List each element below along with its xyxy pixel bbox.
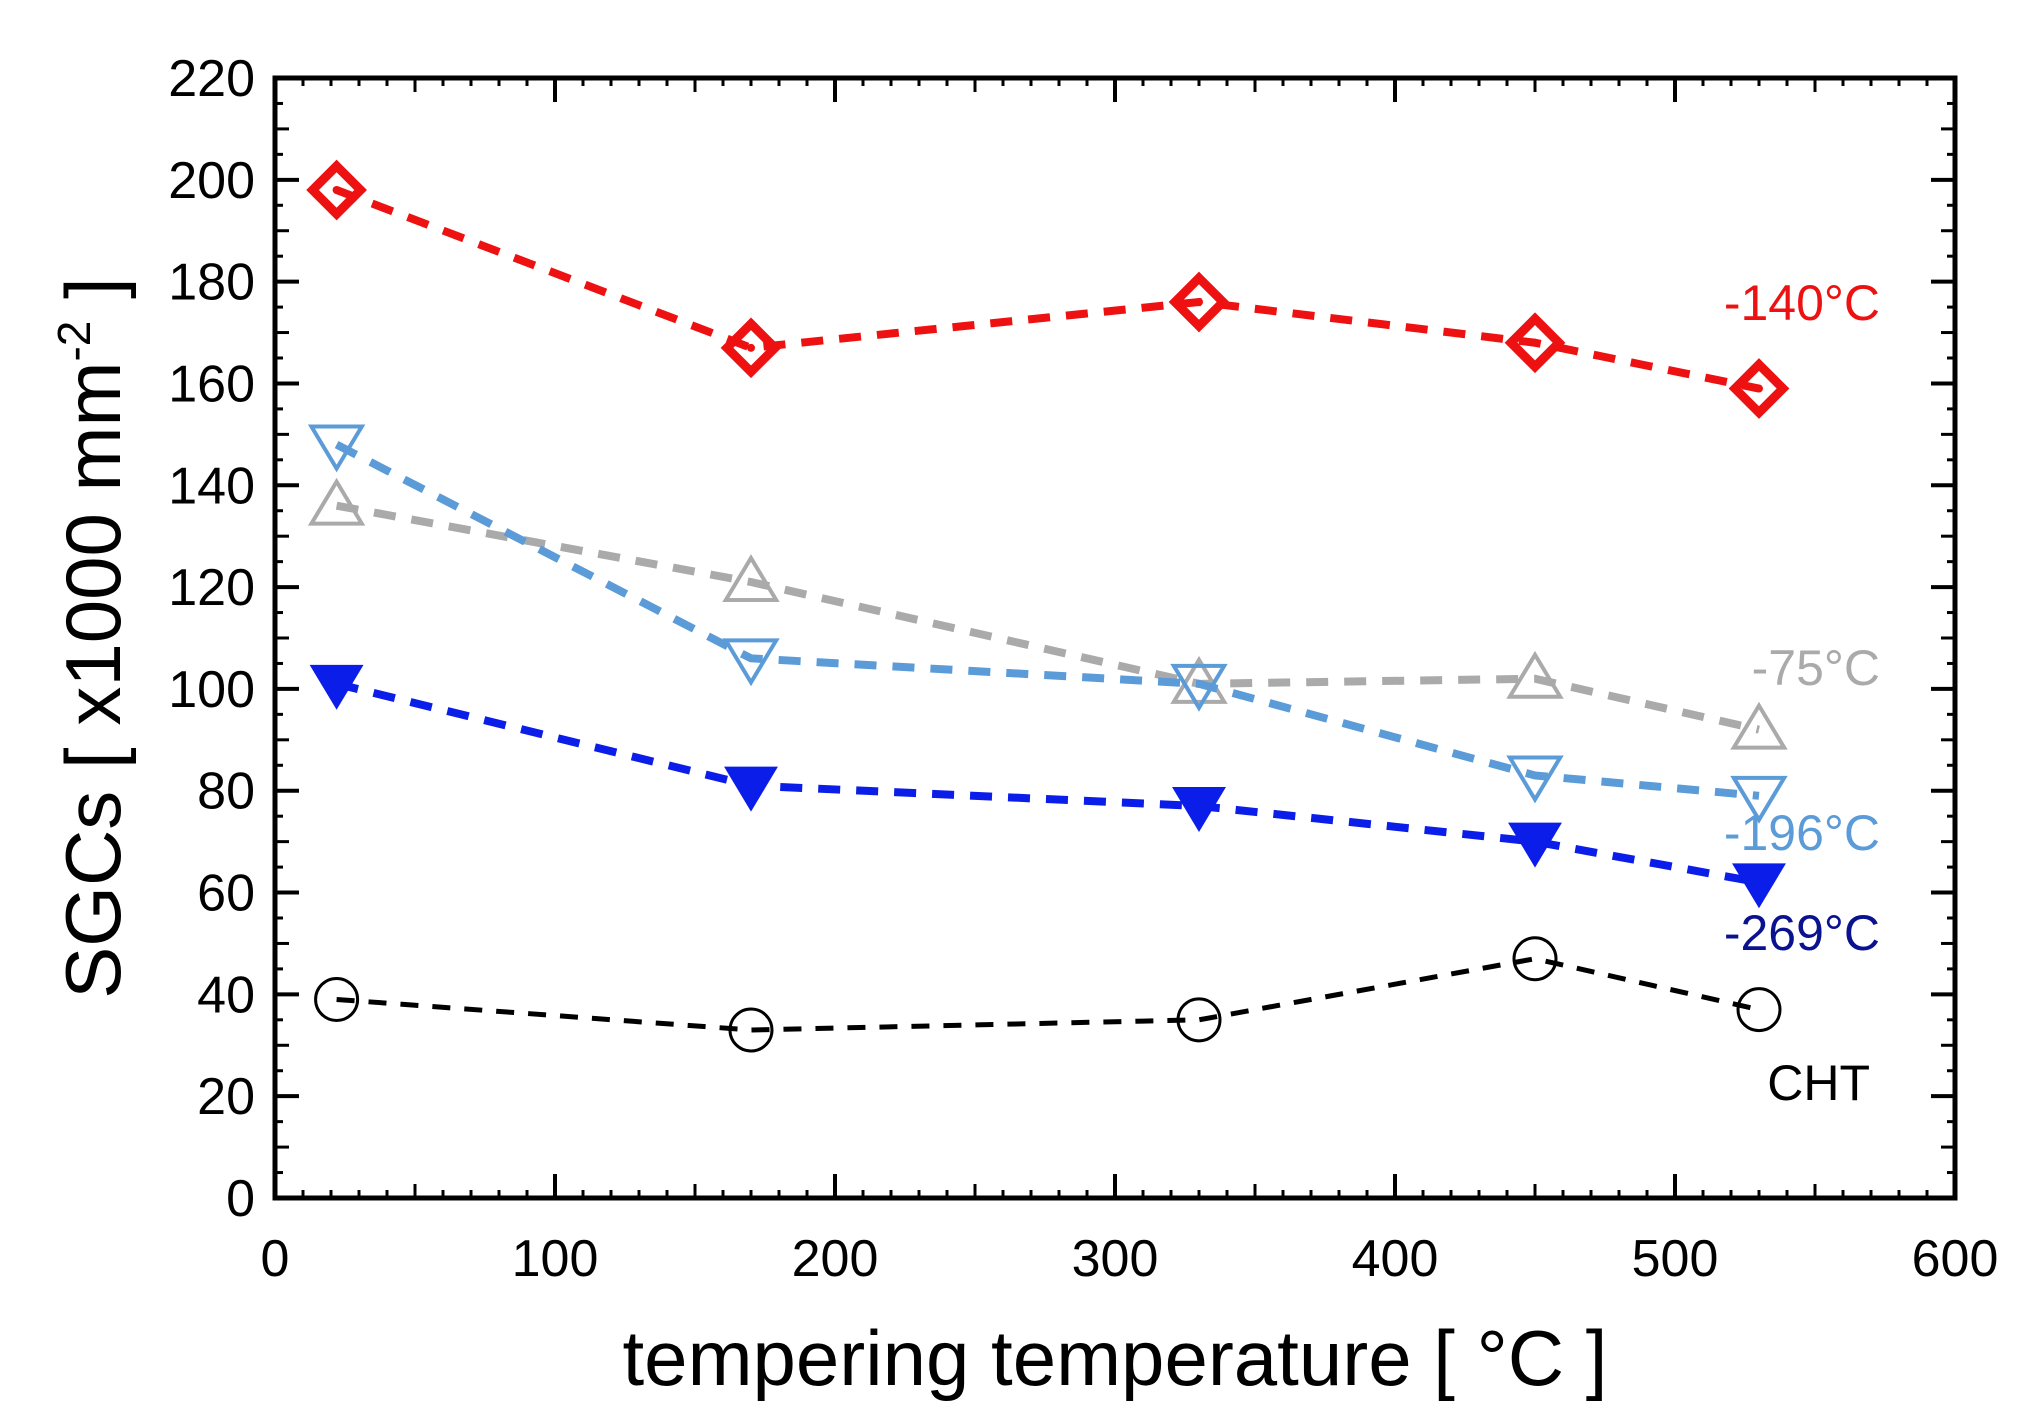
series-layer xyxy=(306,159,1790,1053)
series-labels: -140°C -75°C -196°C -269°C CHT xyxy=(1724,275,1880,1111)
plot-frame xyxy=(272,75,1958,1201)
triangle-down-marker xyxy=(1506,755,1564,804)
triangle-up-marker xyxy=(722,554,780,602)
y-tick-label: 80 xyxy=(197,763,255,821)
y-tick-label: 20 xyxy=(197,1068,255,1126)
circle-marker xyxy=(314,976,360,1022)
filled-triangle-down-marker xyxy=(1732,863,1786,909)
triangle-up-marker xyxy=(1506,650,1564,699)
triangle-down-marker xyxy=(1170,663,1228,712)
y-tick-label: 100 xyxy=(168,661,255,719)
triangle-down-marker xyxy=(307,424,366,473)
y-axis-title-main: SGCs [ x1000 mm xyxy=(49,362,137,999)
y-tick-label: 200 xyxy=(168,152,255,210)
series-line xyxy=(336,956,1760,1033)
series-label: -269°C xyxy=(1724,905,1880,961)
diamond-marker-dot xyxy=(1755,384,1763,393)
axis-ticks xyxy=(273,76,1957,1200)
filled-triangle-down-marker xyxy=(724,766,778,812)
filled-triangle-down-marker xyxy=(1508,822,1562,868)
y-tick-label: 220 xyxy=(168,50,255,108)
y-tick-label: 120 xyxy=(168,559,255,617)
circle-marker xyxy=(728,1007,774,1053)
series-label: CHT xyxy=(1767,1055,1870,1111)
x-tick-label: 100 xyxy=(512,1230,599,1288)
triangle-down-marker xyxy=(1730,775,1788,824)
series-label: -140°C xyxy=(1724,275,1880,331)
y-tick-label: 0 xyxy=(226,1170,255,1228)
x-tick-label: 600 xyxy=(1912,1230,1999,1288)
triangle-down-marker xyxy=(722,638,780,687)
x-tick-label: 0 xyxy=(261,1230,290,1288)
series-3 xyxy=(307,424,1788,824)
triangle-up-marker xyxy=(1730,701,1788,750)
diamond-marker-dot xyxy=(1195,298,1203,306)
y-tick-label: 60 xyxy=(197,865,255,923)
diamond-marker-dot xyxy=(1531,338,1539,347)
y-axis-title: SGCs [ x1000 mm-2 ] xyxy=(48,277,137,998)
diamond-marker-dot xyxy=(332,186,341,194)
diamond-marker xyxy=(1168,271,1230,333)
filled-triangle-down-marker xyxy=(1172,787,1226,832)
series-line xyxy=(334,440,1760,800)
y-tick-label: 140 xyxy=(168,457,255,515)
series-2 xyxy=(307,477,1788,750)
x-tick-label: 300 xyxy=(1072,1230,1159,1288)
x-axis-title: tempering temperature [ °C ] xyxy=(623,1314,1608,1402)
circle-marker xyxy=(1736,987,1782,1033)
diamond-marker xyxy=(720,317,782,379)
series-5 xyxy=(314,936,1782,1053)
y-tick-label: 160 xyxy=(168,355,255,413)
y-tick-label: 180 xyxy=(168,254,255,312)
x-tick-label: 500 xyxy=(1632,1230,1719,1288)
y-axis-title-close: ] xyxy=(49,277,137,320)
diamond-marker xyxy=(306,159,367,221)
filled-triangle-down-marker xyxy=(309,664,364,710)
tick-labels: 0 100 200 300 400 500 600 0 20 40 60 80 100 120 140 160… xyxy=(168,50,1998,1288)
y-axis-title-superscript: -2 xyxy=(48,321,100,362)
circle-marker xyxy=(1176,997,1222,1043)
triangle-up-marker xyxy=(307,477,366,526)
triangle-up-marker xyxy=(1170,655,1228,704)
diamond-marker xyxy=(1504,312,1566,374)
series-4 xyxy=(309,664,1786,909)
diamond-marker-dot xyxy=(747,343,755,352)
series-label: -75°C xyxy=(1752,640,1880,696)
x-tick-label: 400 xyxy=(1352,1230,1439,1288)
y-tick-label: 40 xyxy=(197,966,255,1024)
series-1 xyxy=(306,159,1790,419)
circle-marker xyxy=(1512,936,1558,982)
diamond-marker xyxy=(1728,358,1790,419)
x-tick-label: 200 xyxy=(792,1230,879,1288)
series-label: -196°C xyxy=(1724,805,1880,861)
